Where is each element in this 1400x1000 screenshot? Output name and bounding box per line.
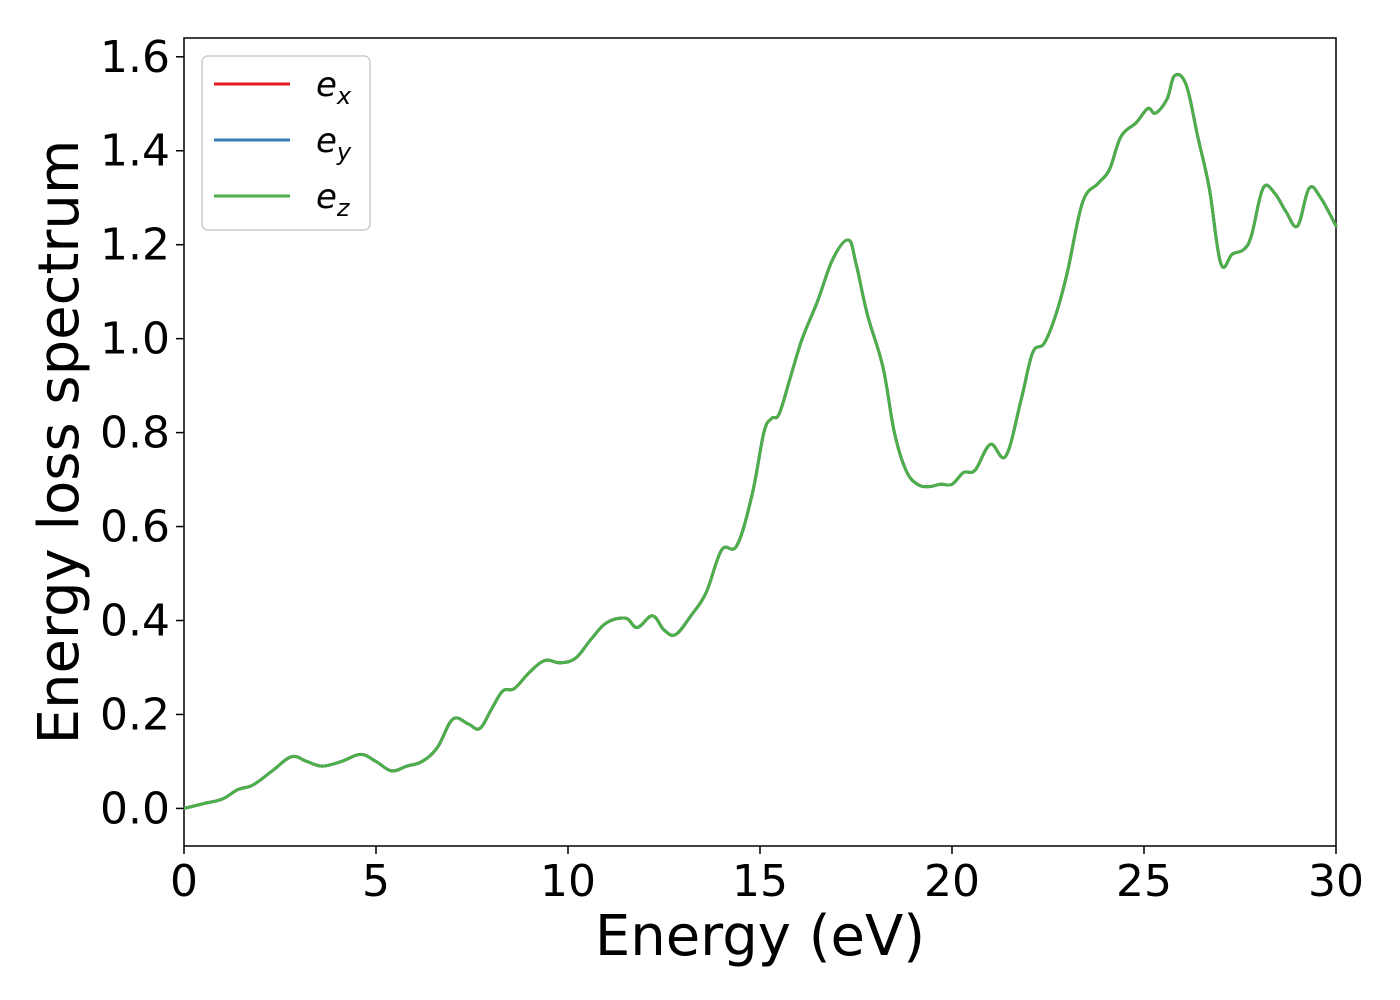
y-axis-title: Energy loss spectrum bbox=[27, 140, 92, 745]
y-axis: 0.0 0.2 0.4 0.6 0.8 1.0 1.2 1.4 1.6 bbox=[100, 32, 184, 834]
y-tick-label: 0.8 bbox=[100, 408, 170, 459]
x-tick-label: 25 bbox=[1116, 856, 1172, 907]
legend-label-base: e bbox=[316, 121, 337, 161]
y-tick-label: 1.2 bbox=[100, 220, 170, 271]
x-axis: 0 5 10 15 20 25 30 bbox=[170, 846, 1364, 907]
x-tick-label: 30 bbox=[1308, 856, 1364, 907]
y-tick-label: 0.0 bbox=[100, 783, 170, 834]
y-tick-label: 1.4 bbox=[100, 126, 170, 177]
legend-label-subscript: y bbox=[336, 138, 352, 166]
x-tick-label: 5 bbox=[362, 856, 390, 907]
y-tick-label: 0.6 bbox=[100, 502, 170, 553]
legend-label-base: e bbox=[316, 65, 337, 105]
legend-label-subscript: x bbox=[336, 82, 352, 110]
legend-label-y: ey bbox=[316, 121, 352, 166]
x-tick-label: 0 bbox=[170, 856, 198, 907]
series-line-z bbox=[182, 72, 1338, 810]
series-layer bbox=[182, 72, 1338, 810]
y-tick-label: 1.6 bbox=[100, 32, 170, 83]
y-tick-label: 0.4 bbox=[100, 596, 170, 647]
y-tick-label: 1.0 bbox=[100, 314, 170, 365]
x-tick-label: 15 bbox=[732, 856, 788, 907]
y-tick-label: 0.2 bbox=[100, 689, 170, 740]
x-tick-label: 10 bbox=[540, 856, 596, 907]
legend-label-z: ez bbox=[316, 177, 351, 222]
legend-label-subscript: z bbox=[336, 194, 351, 222]
legend-label-x: ex bbox=[316, 65, 352, 110]
x-tick-label: 20 bbox=[924, 856, 980, 907]
x-axis-title: Energy (eV) bbox=[595, 904, 925, 969]
legend-box bbox=[201, 55, 371, 231]
legend-label-base: e bbox=[316, 177, 337, 217]
